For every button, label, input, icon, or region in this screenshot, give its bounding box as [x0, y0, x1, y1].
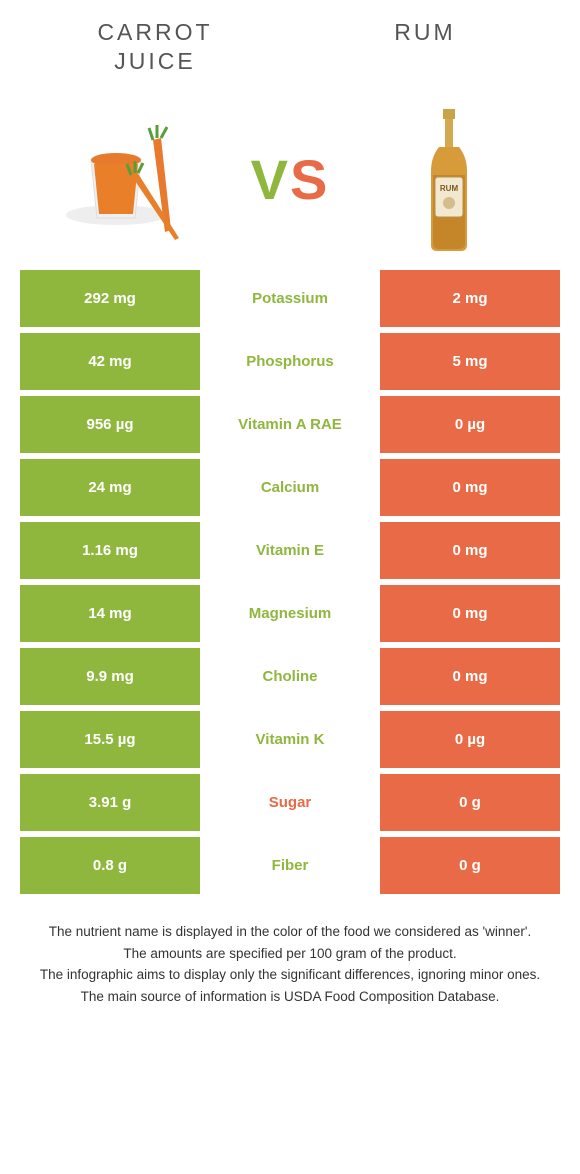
- right-value: 0 mg: [380, 522, 560, 579]
- left-value: 1.16 mg: [20, 522, 200, 579]
- footnote-line: The infographic aims to display only the…: [36, 965, 544, 985]
- nutrient-label: Fiber: [200, 837, 380, 894]
- rum-bottle-icon: RUM: [409, 105, 489, 255]
- left-value: 42 mg: [20, 333, 200, 390]
- left-food-title: CARROT JUICE: [20, 18, 290, 76]
- right-value: 0 µg: [380, 711, 560, 768]
- footnote-line: The amounts are specified per 100 gram o…: [36, 944, 544, 964]
- table-row: 14 mgMagnesium0 mg: [20, 585, 560, 642]
- footnotes: The nutrient name is displayed in the co…: [36, 922, 544, 1006]
- images-row: VS RUM: [0, 100, 580, 260]
- nutrient-label: Sugar: [200, 774, 380, 831]
- table-row: 0.8 gFiber0 g: [20, 837, 560, 894]
- nutrient-label: Phosphorus: [200, 333, 380, 390]
- right-value: 2 mg: [380, 270, 560, 327]
- table-row: 24 mgCalcium0 mg: [20, 459, 560, 516]
- left-food-image: [30, 110, 233, 250]
- left-value: 0.8 g: [20, 837, 200, 894]
- vs-s: S: [290, 148, 329, 211]
- nutrient-label: Magnesium: [200, 585, 380, 642]
- table-row: 292 mgPotassium2 mg: [20, 270, 560, 327]
- table-row: 15.5 µgVitamin K0 µg: [20, 711, 560, 768]
- right-value: 0 mg: [380, 648, 560, 705]
- table-row: 9.9 mgCholine0 mg: [20, 648, 560, 705]
- left-value: 956 µg: [20, 396, 200, 453]
- nutrient-label: Calcium: [200, 459, 380, 516]
- table-row: 3.91 gSugar0 g: [20, 774, 560, 831]
- table-row: 42 mgPhosphorus5 mg: [20, 333, 560, 390]
- left-value: 14 mg: [20, 585, 200, 642]
- carrot-juice-icon: [61, 120, 201, 240]
- right-value: 5 mg: [380, 333, 560, 390]
- left-value: 15.5 µg: [20, 711, 200, 768]
- left-value: 292 mg: [20, 270, 200, 327]
- nutrient-label: Vitamin E: [200, 522, 380, 579]
- vs-v: V: [251, 148, 290, 211]
- svg-text:RUM: RUM: [440, 184, 459, 193]
- nutrient-label: Vitamin K: [200, 711, 380, 768]
- left-value: 3.91 g: [20, 774, 200, 831]
- right-value: 0 mg: [380, 585, 560, 642]
- table-row: 956 µgVitamin A RAE0 µg: [20, 396, 560, 453]
- vs-label: VS: [251, 152, 330, 208]
- footnote-line: The main source of information is USDA F…: [36, 987, 544, 1007]
- right-value: 0 µg: [380, 396, 560, 453]
- right-value: 0 mg: [380, 459, 560, 516]
- right-value: 0 g: [380, 774, 560, 831]
- nutrient-label: Vitamin A RAE: [200, 396, 380, 453]
- header: CARROT JUICE RUM: [0, 0, 580, 100]
- right-value: 0 g: [380, 837, 560, 894]
- nutrient-label: Potassium: [200, 270, 380, 327]
- left-value: 9.9 mg: [20, 648, 200, 705]
- right-food-image: RUM: [347, 110, 550, 250]
- right-food-title: RUM: [290, 18, 560, 47]
- comparison-table: 292 mgPotassium2 mg 42 mgPhosphorus5 mg 95…: [20, 270, 560, 894]
- nutrient-label: Choline: [200, 648, 380, 705]
- table-row: 1.16 mgVitamin E0 mg: [20, 522, 560, 579]
- left-value: 24 mg: [20, 459, 200, 516]
- footnote-line: The nutrient name is displayed in the co…: [36, 922, 544, 942]
